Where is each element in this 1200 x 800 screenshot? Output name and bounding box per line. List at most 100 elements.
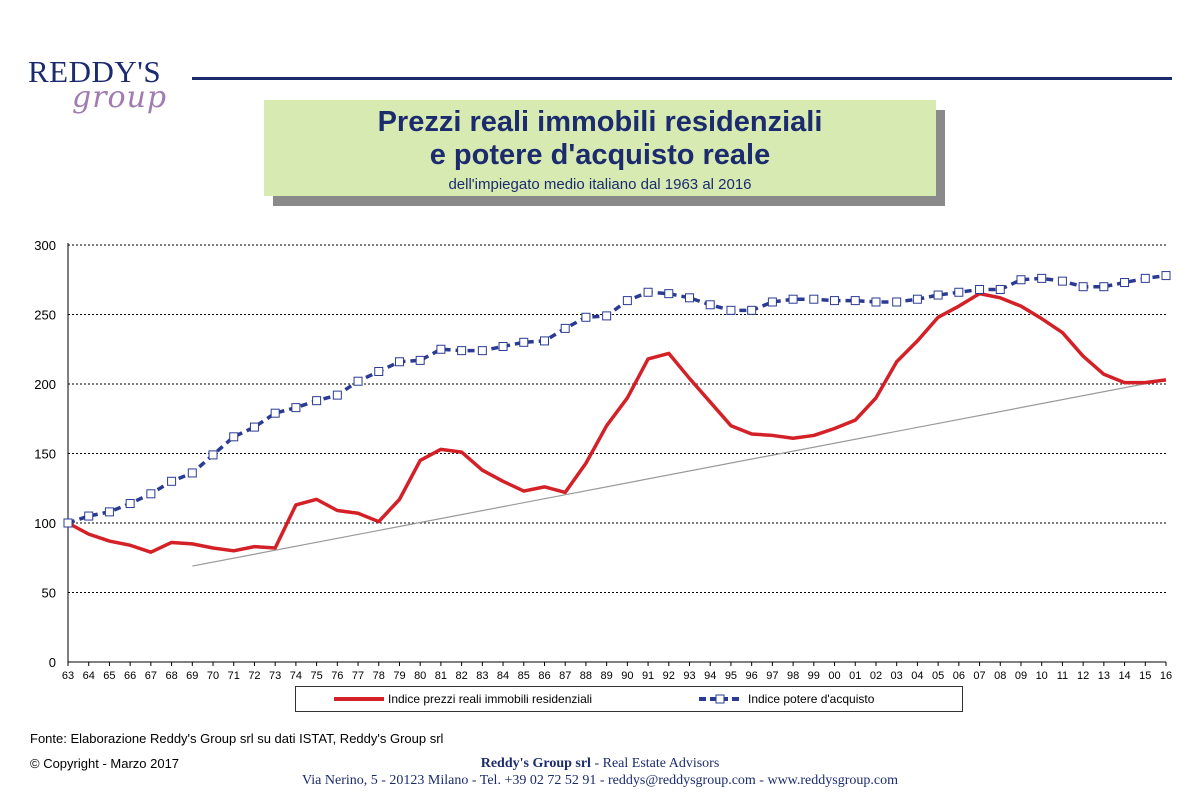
legend-red-label: Indice prezzi reali immobili residenzial… [388, 692, 593, 706]
x-tick-label-77: 77 [352, 670, 364, 682]
x-tick-label-63: 63 [62, 670, 74, 682]
x-tick-label-68: 68 [165, 670, 177, 682]
series-blue-point-09 [1016, 275, 1026, 285]
x-tick-label-13: 13 [1098, 670, 1110, 682]
x-tick-label-05: 05 [932, 670, 944, 682]
x-tick-label-03: 03 [891, 670, 903, 682]
series-blue-point-86 [539, 336, 549, 346]
series-blue-point-64 [84, 511, 94, 521]
source-note: Fonte: Elaborazione Reddy's Group srl su… [30, 731, 444, 746]
title-box: Prezzi reali immobili residenziali e pot… [264, 100, 936, 196]
x-tick-label-84: 84 [497, 670, 509, 682]
series-blue-point-83 [477, 346, 487, 356]
x-tick-label-71: 71 [228, 670, 240, 682]
x-tick-label-78: 78 [373, 670, 385, 682]
x-tick-label-00: 00 [828, 670, 840, 682]
x-tick-label-75: 75 [310, 670, 322, 682]
series-blue-line [67, 273, 1167, 525]
series-blue-point-74 [291, 403, 301, 413]
series-blue-point-00 [830, 296, 840, 306]
x-tick-label-04: 04 [911, 670, 923, 682]
x-tick-label-94: 94 [704, 670, 716, 682]
series-blue-point-76 [332, 390, 342, 400]
series-blue-point-99 [809, 294, 819, 304]
company-name: Reddy's Group srl [480, 756, 591, 771]
x-tick-label-95: 95 [725, 670, 737, 682]
chart-title-line2: e potere d'acquisto reale [429, 139, 771, 171]
series-blue-point-92 [664, 289, 674, 299]
x-tick-label-93: 93 [683, 670, 695, 682]
x-tick-label-73: 73 [269, 670, 281, 682]
series-blue-point-95 [726, 305, 736, 315]
series-blue-point-77 [353, 376, 363, 386]
x-tick-label-98: 98 [787, 670, 799, 682]
x-tick-label-65: 65 [103, 670, 115, 682]
series-blue-point-84 [498, 341, 508, 351]
x-tick-label-85: 85 [518, 670, 530, 682]
x-tick-label-91: 91 [642, 670, 654, 682]
chart-subtitle: dell'impiegato medio italiano dal 1963 a… [448, 176, 752, 193]
series-blue-point-81 [436, 344, 446, 354]
x-tick-label-01: 01 [849, 670, 861, 682]
x-tick-label-15: 15 [1139, 670, 1151, 682]
x-tick-label-86: 86 [538, 670, 550, 682]
series-blue-point-72 [249, 422, 259, 432]
x-tick-label-87: 87 [559, 670, 571, 682]
x-tick-label-99: 99 [808, 670, 820, 682]
series-blue-point-03 [892, 297, 902, 307]
trend-line [192, 379, 1167, 567]
y-tick-label-300: 300 [34, 238, 56, 253]
series-blue-point-97 [767, 297, 777, 307]
x-tick-label-92: 92 [663, 670, 675, 682]
series-blue-point-65 [104, 507, 114, 517]
x-tick-label-66: 66 [124, 670, 136, 682]
x-tick-label-76: 76 [331, 670, 343, 682]
series-blue-point-89 [602, 311, 612, 321]
footer-address: Via Nerino, 5 - 20123 Milano - Tel. +39 … [302, 773, 898, 788]
x-tick-label-81: 81 [435, 670, 447, 682]
series-blue-point-15 [1140, 273, 1150, 283]
series-blue-point-14 [1120, 278, 1130, 288]
series-blue-point-04 [912, 294, 922, 304]
series-blue-point-70 [208, 450, 218, 460]
x-tick-label-90: 90 [621, 670, 633, 682]
x-tick-label-02: 02 [870, 670, 882, 682]
x-tick-label-67: 67 [145, 670, 157, 682]
series-blue-point-80 [415, 355, 425, 365]
series-blue-point-13 [1099, 282, 1109, 292]
series-blue-point-73 [270, 408, 280, 418]
x-tick-label-74: 74 [290, 670, 302, 682]
x-tick-label-09: 09 [1015, 670, 1027, 682]
series-blue-point-66 [125, 499, 135, 509]
series-blue-point-90 [622, 296, 632, 306]
x-tick-label-06: 06 [953, 670, 965, 682]
series-blue-point-96 [747, 305, 757, 315]
x-tick-label-64: 64 [83, 670, 95, 682]
series-blue-point-10 [1037, 273, 1047, 283]
x-tick-label-72: 72 [248, 670, 260, 682]
series-blue-point-91 [643, 287, 653, 297]
x-tick-label-16: 16 [1160, 670, 1172, 682]
x-tick-label-89: 89 [601, 670, 613, 682]
x-tick-label-70: 70 [207, 670, 219, 682]
y-tick-label-200: 200 [34, 377, 56, 392]
reddys-group-logo: REDDY'S group [28, 54, 188, 124]
x-tick-label-14: 14 [1118, 670, 1130, 682]
x-tick-label-88: 88 [580, 670, 592, 682]
series-blue-point-87 [560, 323, 570, 333]
x-tick-label-07: 07 [973, 670, 985, 682]
series-blue-point-63 [63, 518, 73, 528]
legend-symbols [334, 694, 742, 704]
logo-sub-text: group [72, 80, 168, 115]
x-tick-label-82: 82 [455, 670, 467, 682]
header-rule [192, 77, 1172, 80]
series-blue-point-98 [788, 294, 798, 304]
series-blue-point-11 [1057, 276, 1067, 286]
x-tick-label-10: 10 [1036, 670, 1048, 682]
x-tick-label-79: 79 [393, 670, 405, 682]
copyright-note: © Copyright - Marzo 2017 [30, 756, 180, 771]
series-blue-point-78 [374, 366, 384, 376]
legend-blue-label: Indice potere d'acquisto [748, 692, 875, 706]
x-tick-label-11: 11 [1057, 670, 1068, 682]
